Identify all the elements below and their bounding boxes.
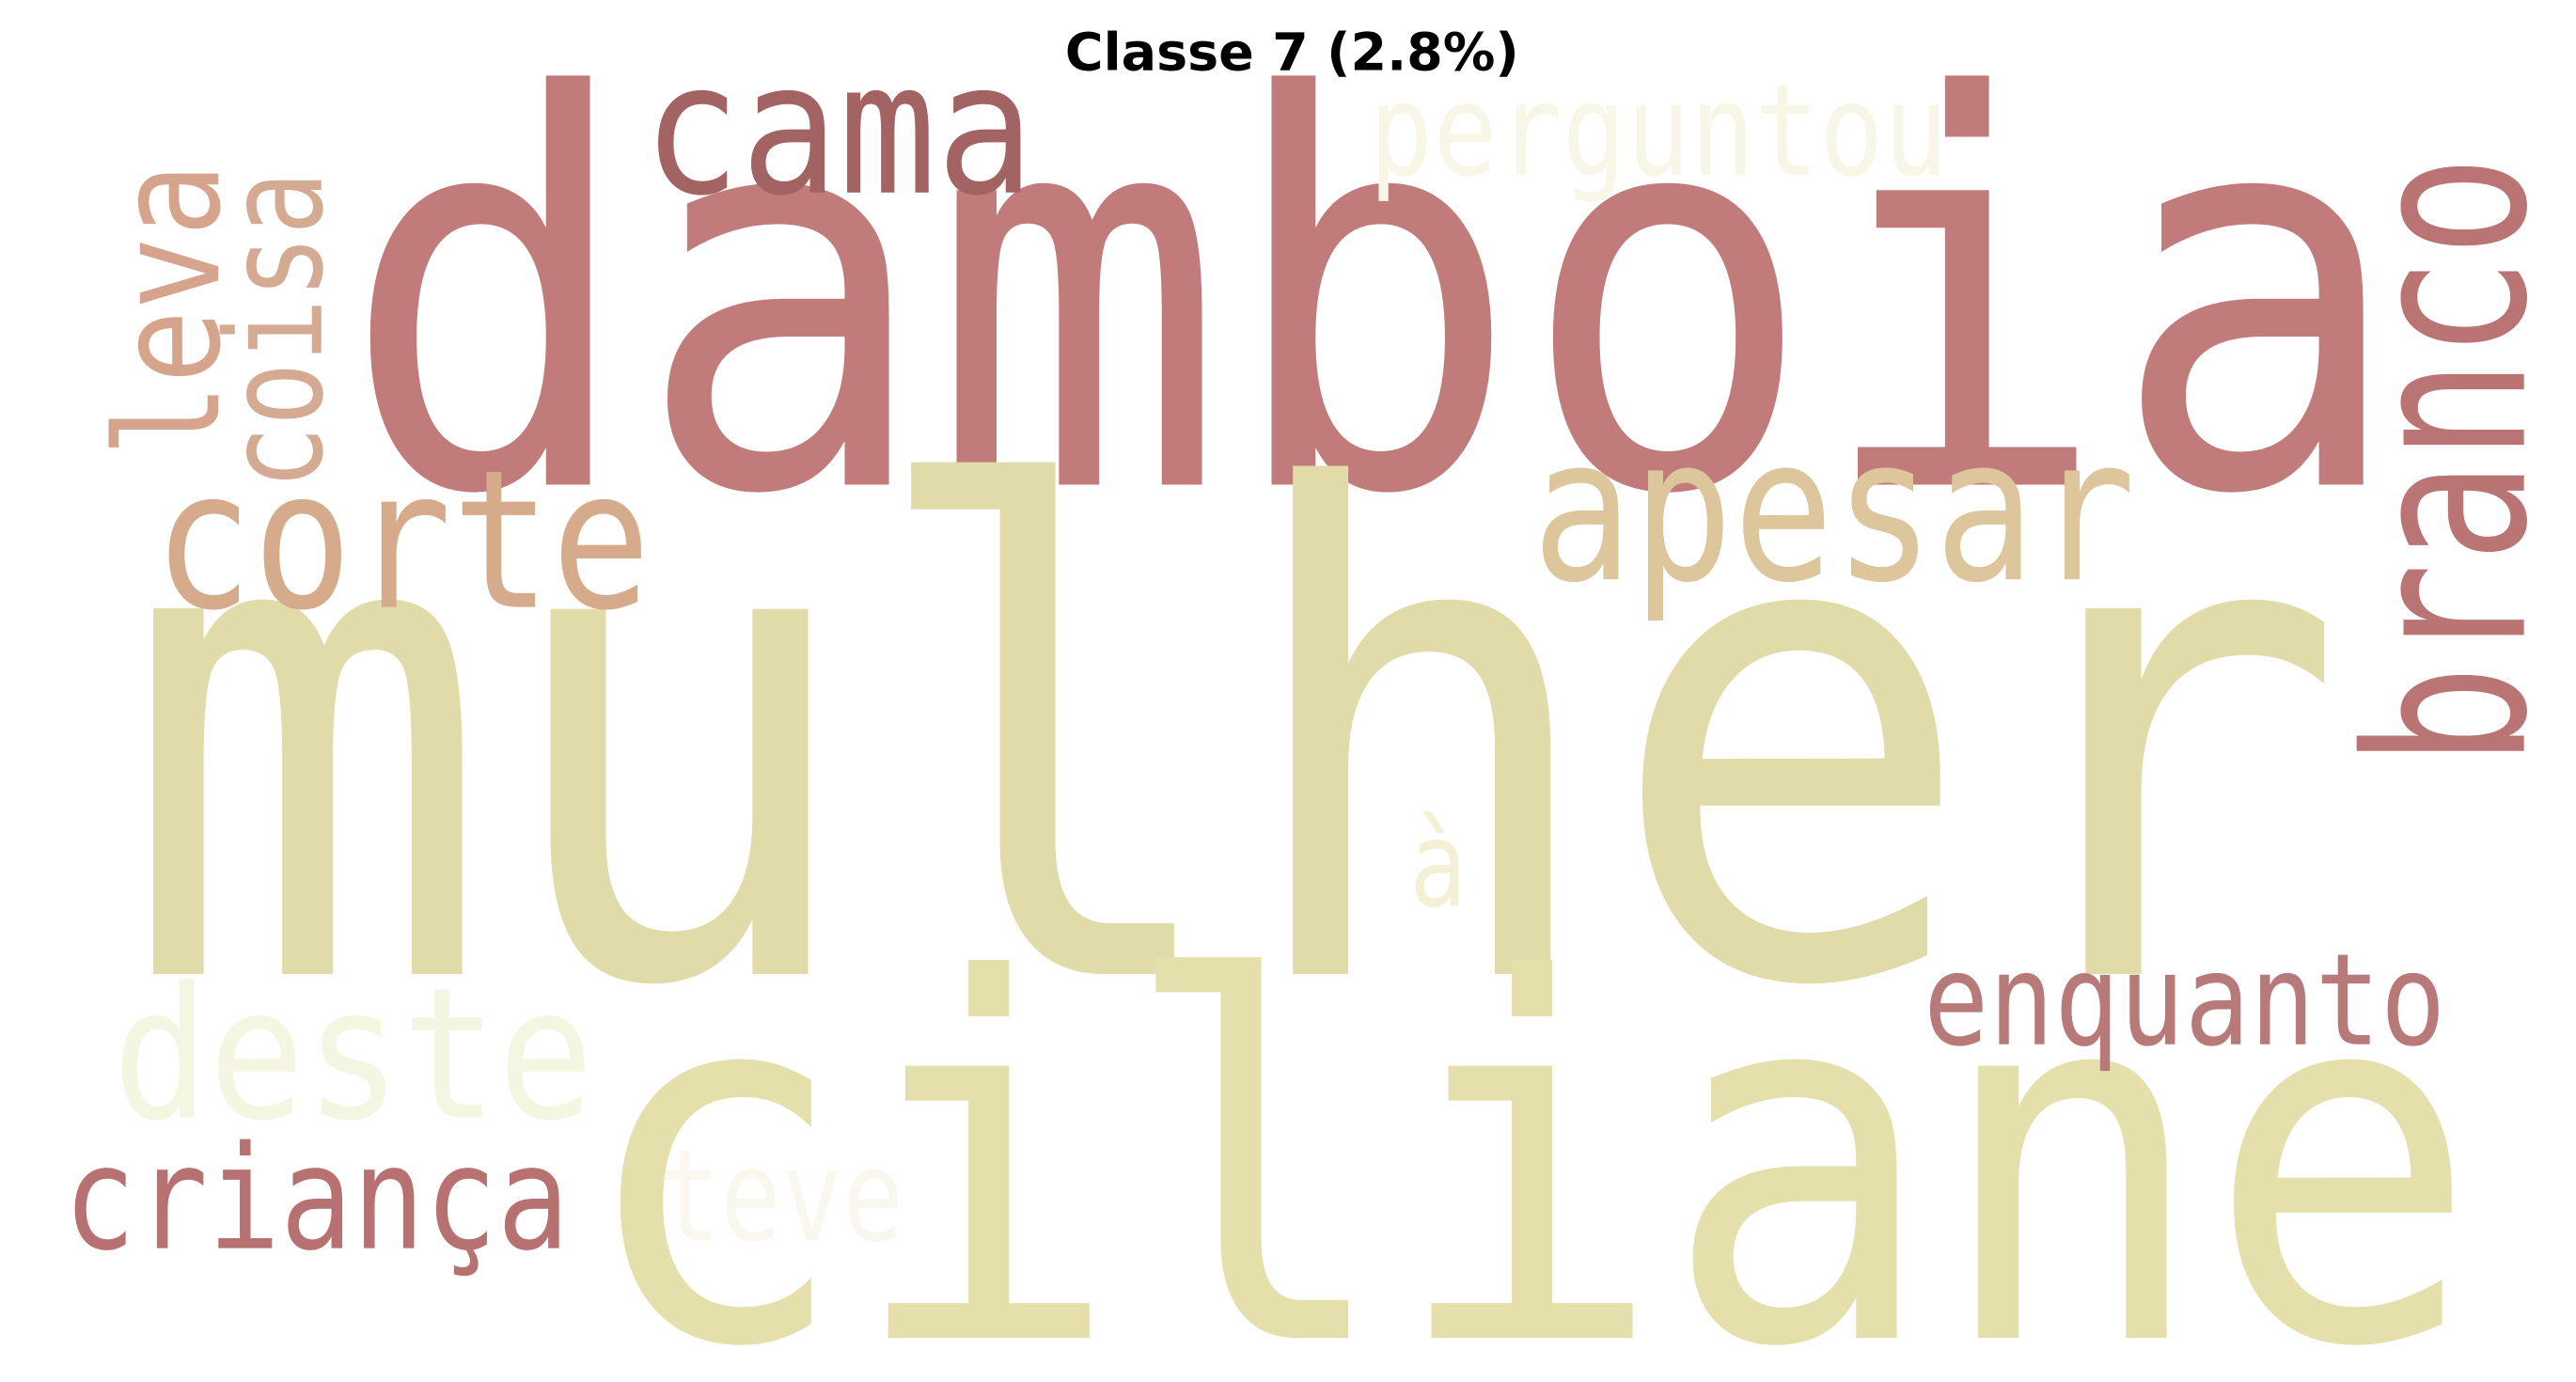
word: apesar [1531, 394, 2135, 626]
word: teve [659, 1122, 903, 1270]
word: enquanto [1924, 926, 2445, 1075]
word: coisa [197, 171, 353, 489]
word: mulher [120, 353, 2348, 1132]
word: perguntou [1369, 56, 1948, 205]
chart-title: Classe 7 (2.8%) [1065, 23, 1519, 84]
word: cama [643, 24, 1035, 236]
background [14, 0, 2562, 1382]
word: ciliane [577, 876, 2478, 1382]
word: damboia [341, 0, 2405, 612]
word: leva [86, 164, 253, 457]
word: criança [63, 1116, 569, 1283]
word: deste [113, 949, 594, 1161]
word: branco [2321, 155, 2576, 767]
word: corte [153, 430, 651, 653]
word: à [1409, 797, 1467, 934]
